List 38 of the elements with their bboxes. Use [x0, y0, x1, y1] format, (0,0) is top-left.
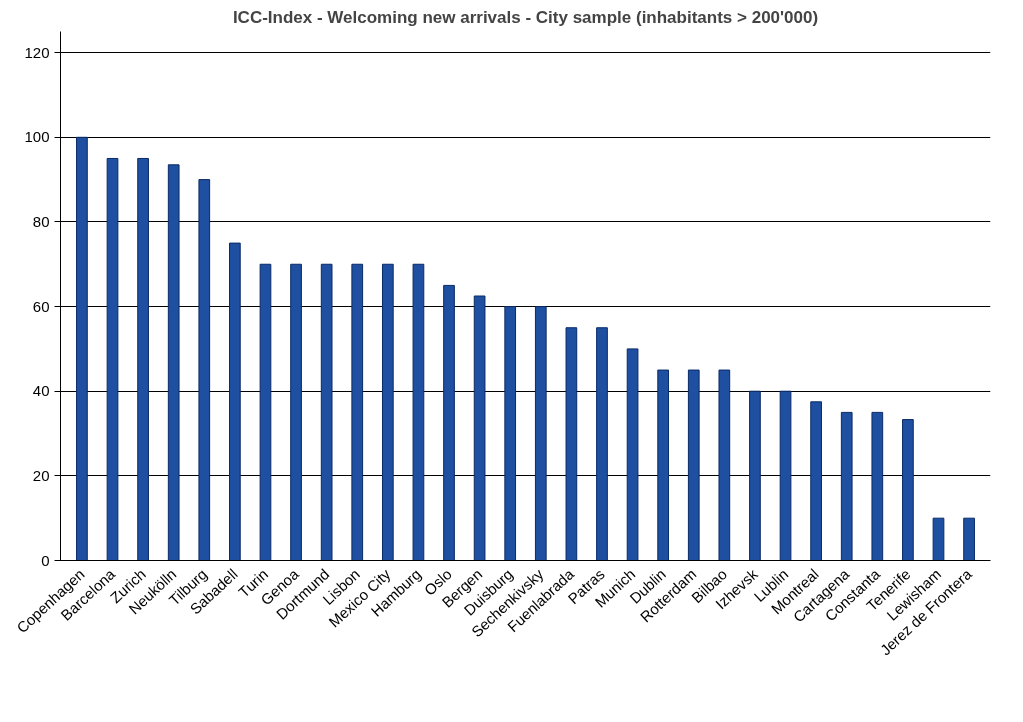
- bar: [381, 263, 394, 561]
- bar: [565, 327, 578, 561]
- bar: [626, 348, 639, 561]
- y-tick-label: 20: [32, 466, 50, 484]
- bar: [657, 369, 670, 561]
- bar: [749, 390, 761, 561]
- bar: [473, 295, 486, 561]
- bar: [687, 369, 700, 561]
- bar: [351, 263, 364, 561]
- bar: [718, 369, 731, 561]
- bar: [810, 401, 822, 561]
- bar: [106, 157, 119, 561]
- y-tick-label: 100: [24, 128, 50, 146]
- bar: [871, 411, 884, 561]
- bar: [963, 517, 975, 561]
- bar: [840, 411, 853, 561]
- bar: [167, 164, 180, 561]
- y-tick-label: 80: [32, 212, 50, 230]
- bar: [902, 419, 914, 561]
- bar: [259, 263, 272, 561]
- bar: [412, 263, 425, 561]
- bar: [320, 263, 333, 561]
- bar: [932, 517, 945, 561]
- bar: [229, 242, 241, 561]
- bar: [198, 179, 211, 561]
- bar: [76, 136, 88, 561]
- bar: [504, 306, 517, 561]
- y-tick-label: 120: [24, 43, 50, 61]
- bar: [596, 327, 608, 561]
- bar: [290, 263, 302, 561]
- y-tick-label: 40: [32, 382, 50, 400]
- y-tick-label: 0: [41, 551, 50, 569]
- bar: [534, 306, 547, 561]
- bar: [443, 284, 455, 561]
- bar: [779, 390, 792, 561]
- chart-title: ICC-Index - Welcoming new arrivals - City sample (inhabitants > 200'000): [232, 7, 819, 27]
- y-tick-label: 60: [32, 297, 50, 315]
- bar: [137, 157, 149, 561]
